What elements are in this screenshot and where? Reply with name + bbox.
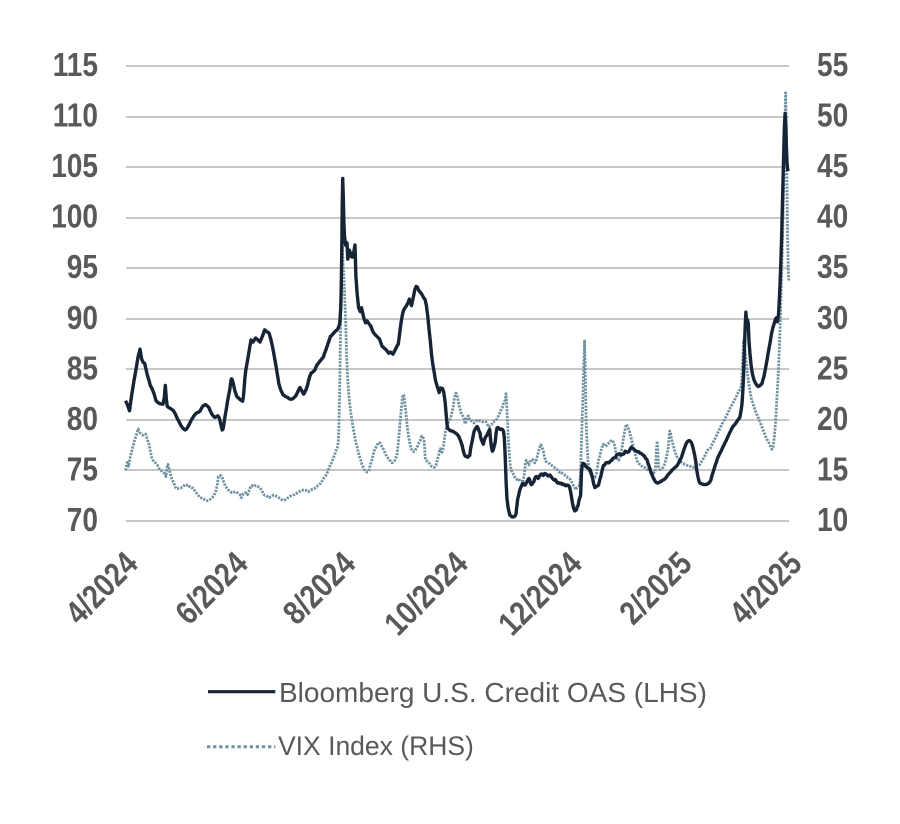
svg-text:100: 100 bbox=[51, 199, 98, 236]
svg-text:45: 45 bbox=[817, 148, 848, 185]
svg-text:35: 35 bbox=[817, 249, 848, 286]
svg-text:105: 105 bbox=[51, 148, 98, 185]
svg-text:50: 50 bbox=[817, 97, 848, 134]
svg-text:110: 110 bbox=[53, 97, 98, 134]
svg-text:VIX Index (RHS): VIX Index (RHS) bbox=[278, 731, 474, 761]
svg-text:30: 30 bbox=[817, 300, 848, 337]
svg-text:20: 20 bbox=[817, 401, 848, 438]
svg-text:70: 70 bbox=[67, 502, 98, 539]
svg-text:55: 55 bbox=[817, 47, 848, 84]
svg-text:85: 85 bbox=[67, 350, 98, 387]
svg-text:25: 25 bbox=[817, 350, 848, 387]
svg-text:115: 115 bbox=[53, 47, 98, 84]
svg-text:Bloomberg U.S. Credit OAS (LHS: Bloomberg U.S. Credit OAS (LHS) bbox=[279, 677, 707, 708]
svg-text:90: 90 bbox=[67, 300, 98, 337]
svg-text:15: 15 bbox=[817, 451, 848, 488]
svg-text:40: 40 bbox=[817, 199, 848, 236]
svg-text:95: 95 bbox=[67, 249, 98, 286]
svg-text:80: 80 bbox=[67, 401, 98, 438]
svg-text:10: 10 bbox=[817, 502, 848, 539]
svg-text:75: 75 bbox=[67, 451, 98, 488]
